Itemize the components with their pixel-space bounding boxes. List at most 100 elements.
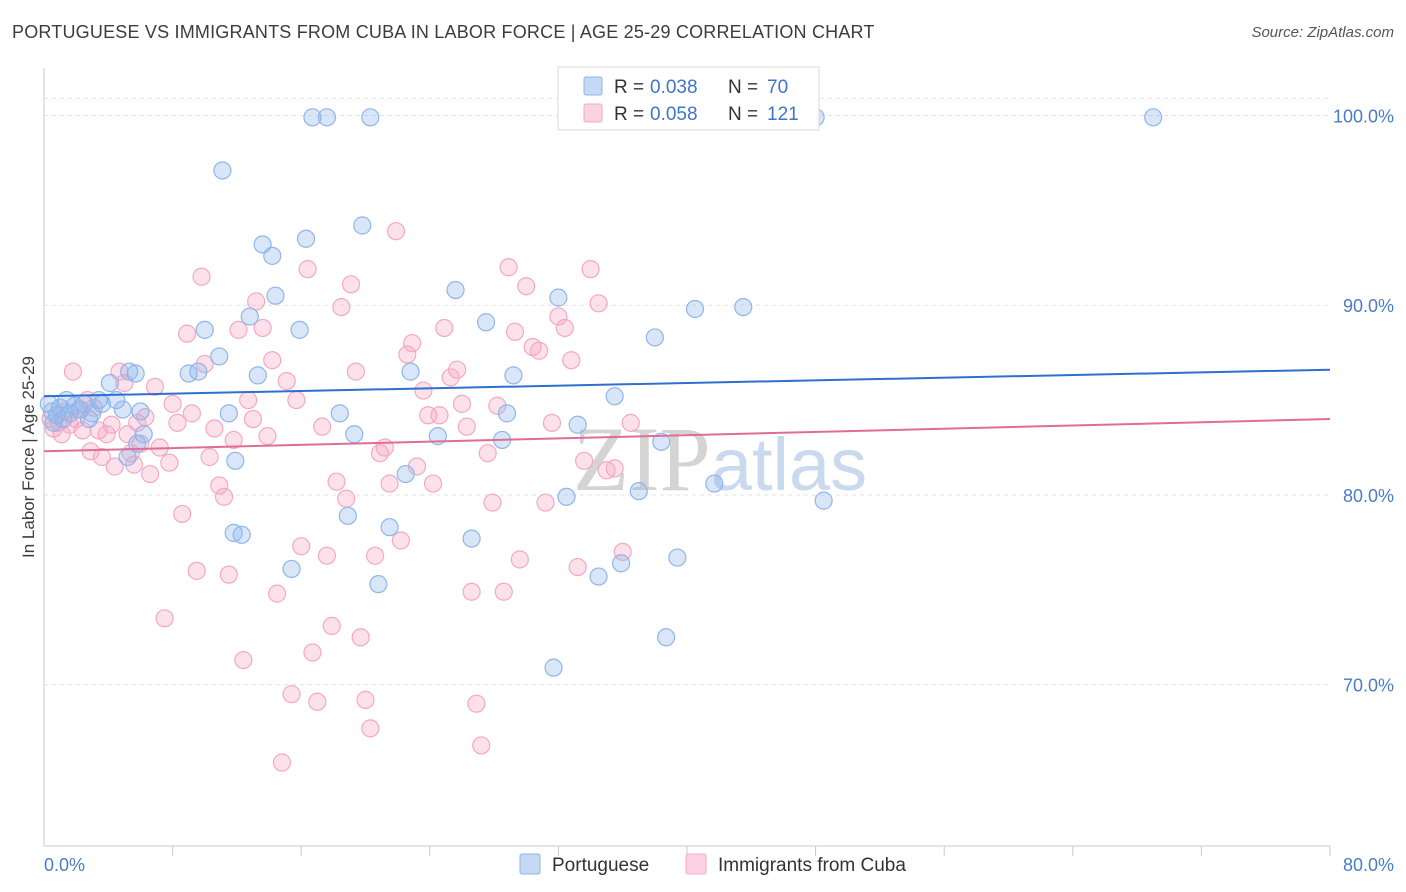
legend-n-label-portuguese: N = (728, 77, 758, 98)
point-cuba (298, 260, 317, 279)
point-cuba (97, 425, 116, 444)
point-portuguese (497, 404, 517, 423)
stats-legend: R = 0.038 N = 70 R = 0.058 N = 121 (557, 66, 820, 131)
point-cuba (312, 417, 332, 436)
point-portuguese (345, 425, 364, 444)
point-cuba (542, 413, 562, 432)
point-cuba (398, 345, 417, 364)
point-cuba (494, 582, 513, 601)
point-portuguese (685, 299, 705, 319)
point-portuguese (462, 529, 481, 548)
watermark-zip: ZIP (573, 408, 711, 510)
point-portuguese (248, 366, 267, 385)
point-cuba (243, 409, 263, 429)
y-tick-label: 80.0% (1343, 486, 1394, 506)
point-portuguese (549, 288, 568, 307)
point-portuguese (814, 491, 833, 510)
point-portuguese (544, 658, 563, 677)
point-cuba (155, 609, 174, 628)
point-cuba (441, 368, 460, 387)
point-portuguese (504, 366, 523, 385)
trend-line-cuba (43, 418, 1331, 453)
point-portuguese (476, 313, 496, 332)
point-portuguese (401, 362, 420, 381)
x-tick-label-max: 80.0% (1343, 855, 1394, 875)
point-cuba (287, 390, 306, 410)
point-cuba (192, 267, 211, 286)
point-portuguese (317, 108, 337, 127)
point-cuba (272, 753, 292, 772)
point-cuba (229, 320, 248, 339)
legend-n-label-cuba: N = (728, 104, 758, 125)
point-cuba (247, 292, 266, 311)
point-cuba (505, 322, 525, 341)
point-cuba (303, 643, 322, 662)
point-cuba (187, 561, 206, 580)
point-cuba (483, 493, 502, 512)
watermark-atlas: atlas (711, 423, 867, 506)
point-cuba (173, 504, 192, 524)
point-cuba (423, 474, 443, 493)
point-cuba (214, 487, 234, 506)
y-tick-label: 90.0% (1343, 296, 1394, 316)
y-tick-label: 70.0% (1343, 676, 1394, 696)
trend-lines (43, 368, 1331, 453)
point-cuba (562, 351, 581, 370)
point-cuba (258, 427, 277, 446)
point-cuba (361, 719, 380, 738)
point-cuba (351, 628, 370, 647)
point-cuba (530, 341, 549, 360)
point-portuguese (645, 328, 664, 347)
point-portuguese (338, 506, 357, 525)
point-cuba (568, 557, 587, 577)
point-cuba (386, 222, 406, 241)
point-cuba (375, 438, 394, 457)
point-portuguese (210, 347, 229, 366)
point-cuba (403, 334, 422, 353)
point-portuguese (219, 404, 238, 423)
point-portuguese (290, 320, 309, 339)
point-portuguese (361, 108, 380, 127)
point-portuguese (652, 432, 671, 451)
point-cuba (308, 692, 327, 711)
point-cuba (163, 394, 182, 413)
point-portuguese (605, 387, 624, 406)
point-cuba (234, 650, 253, 670)
point-cuba (200, 447, 219, 467)
point-portuguese (213, 161, 232, 180)
point-portuguese (100, 373, 120, 393)
point-cuba (267, 584, 287, 603)
point-portuguese (629, 482, 648, 501)
point-cuba (160, 453, 179, 472)
y-tick-label: 100.0% (1333, 106, 1394, 126)
point-cuba (472, 736, 491, 755)
point-cuba (105, 457, 124, 476)
point-cuba (253, 318, 272, 338)
chart-title: PORTUGUESE VS IMMIGRANTS FROM CUBA IN LA… (12, 22, 875, 42)
point-cuba (510, 550, 529, 569)
legend-r-value-cuba: 0.058 (650, 104, 698, 125)
point-cuba (332, 297, 351, 317)
point-cuba (391, 531, 410, 550)
point-portuguese (126, 364, 145, 383)
point-cuba (555, 318, 574, 338)
point-portuguese (668, 548, 687, 567)
point-portuguese (330, 404, 349, 423)
legend-swatch-portuguese (583, 76, 603, 96)
point-cuba (239, 390, 258, 410)
point-cuba (549, 307, 568, 326)
point-cuba (177, 324, 197, 343)
point-cuba (536, 493, 555, 512)
point-cuba (263, 351, 282, 370)
point-cuba (277, 371, 296, 391)
point-portuguese (589, 567, 608, 586)
point-cuba (341, 275, 361, 294)
series-legend: Portuguese Immigrants from Cuba (519, 853, 906, 876)
point-portuguese (705, 474, 724, 493)
point-cuba (73, 421, 92, 440)
point-cuba (140, 464, 160, 484)
point-cuba (462, 582, 481, 601)
point-cuba (168, 413, 187, 432)
point-cuba (575, 451, 594, 470)
